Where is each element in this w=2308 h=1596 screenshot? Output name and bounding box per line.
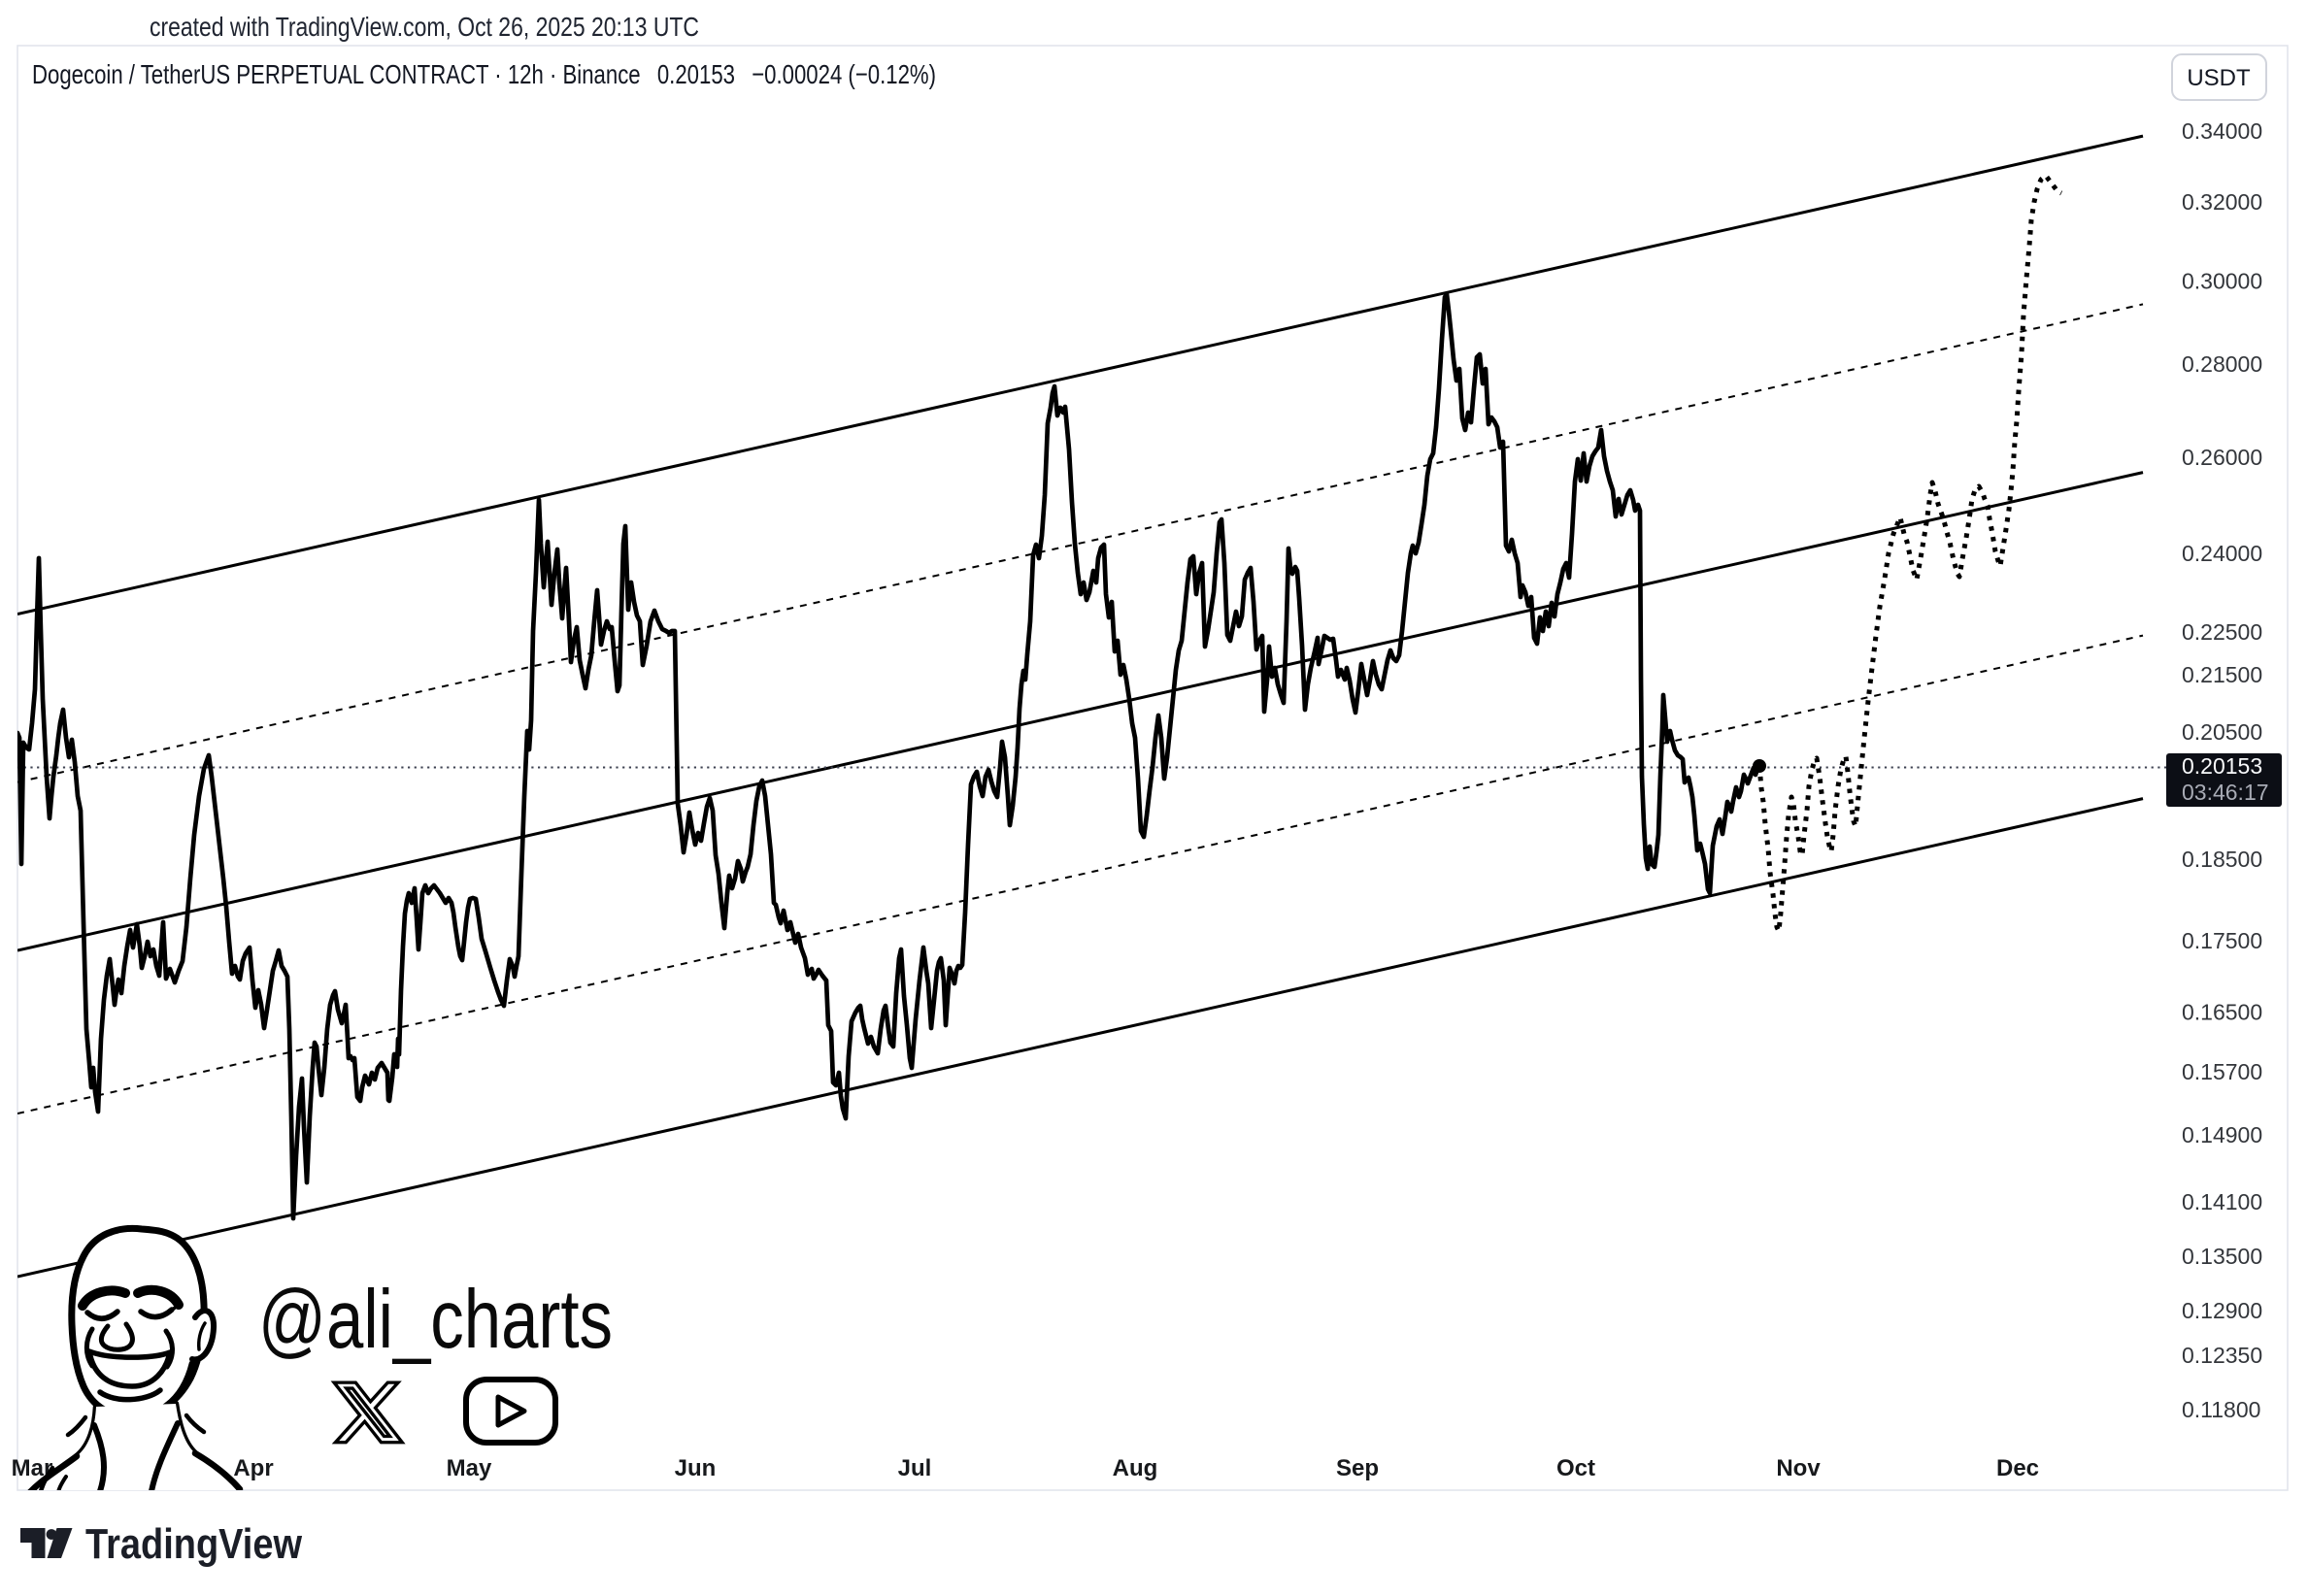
svg-text:0.30000: 0.30000 — [2182, 269, 2262, 294]
svg-text:0.11800: 0.11800 — [2182, 1397, 2260, 1422]
svg-text:Jun: Jun — [675, 1455, 717, 1481]
svg-text:0.28000: 0.28000 — [2182, 351, 2262, 377]
svg-text:Apr: Apr — [233, 1455, 273, 1481]
svg-text:Oct: Oct — [1556, 1455, 1595, 1481]
svg-text:0.21500: 0.21500 — [2182, 662, 2262, 687]
svg-text:0.17500: 0.17500 — [2182, 928, 2262, 953]
svg-text:USDT: USDT — [2187, 65, 2251, 91]
svg-text:Dogecoin / TetherUS PERPETUAL: Dogecoin / TetherUS PERPETUAL CONTRACT ·… — [32, 59, 936, 89]
svg-text:0.22500: 0.22500 — [2182, 619, 2262, 645]
svg-text:@ali_charts: @ali_charts — [258, 1274, 613, 1366]
svg-text:TradingView: TradingView — [85, 1520, 303, 1568]
svg-text:0.20153: 0.20153 — [2182, 753, 2262, 779]
svg-text:0.18500: 0.18500 — [2182, 847, 2262, 872]
svg-text:Jul: Jul — [898, 1455, 932, 1481]
svg-text:created with TradingView.com,: created with TradingView.com, Oct 26, 20… — [150, 12, 699, 42]
svg-text:0.24000: 0.24000 — [2182, 541, 2262, 566]
svg-text:0.14100: 0.14100 — [2182, 1189, 2262, 1214]
svg-text:0.15700: 0.15700 — [2182, 1059, 2262, 1084]
svg-text:Dec: Dec — [1996, 1455, 2039, 1481]
svg-text:0.12900: 0.12900 — [2182, 1298, 2262, 1323]
svg-text:0.34000: 0.34000 — [2182, 118, 2262, 144]
svg-text:Sep: Sep — [1336, 1455, 1379, 1481]
svg-text:0.14900: 0.14900 — [2182, 1122, 2262, 1147]
svg-text:0.32000: 0.32000 — [2182, 189, 2262, 215]
svg-text:Nov: Nov — [1776, 1455, 1821, 1481]
svg-text:0.26000: 0.26000 — [2182, 445, 2262, 470]
svg-text:0.12350: 0.12350 — [2182, 1343, 2262, 1368]
svg-text:0.13500: 0.13500 — [2182, 1244, 2262, 1269]
svg-text:Aug: Aug — [1113, 1455, 1158, 1481]
svg-text:03:46:17: 03:46:17 — [2182, 780, 2269, 805]
svg-text:May: May — [447, 1455, 492, 1481]
svg-text:0.20500: 0.20500 — [2182, 719, 2262, 745]
svg-text:0.16500: 0.16500 — [2182, 1000, 2262, 1025]
